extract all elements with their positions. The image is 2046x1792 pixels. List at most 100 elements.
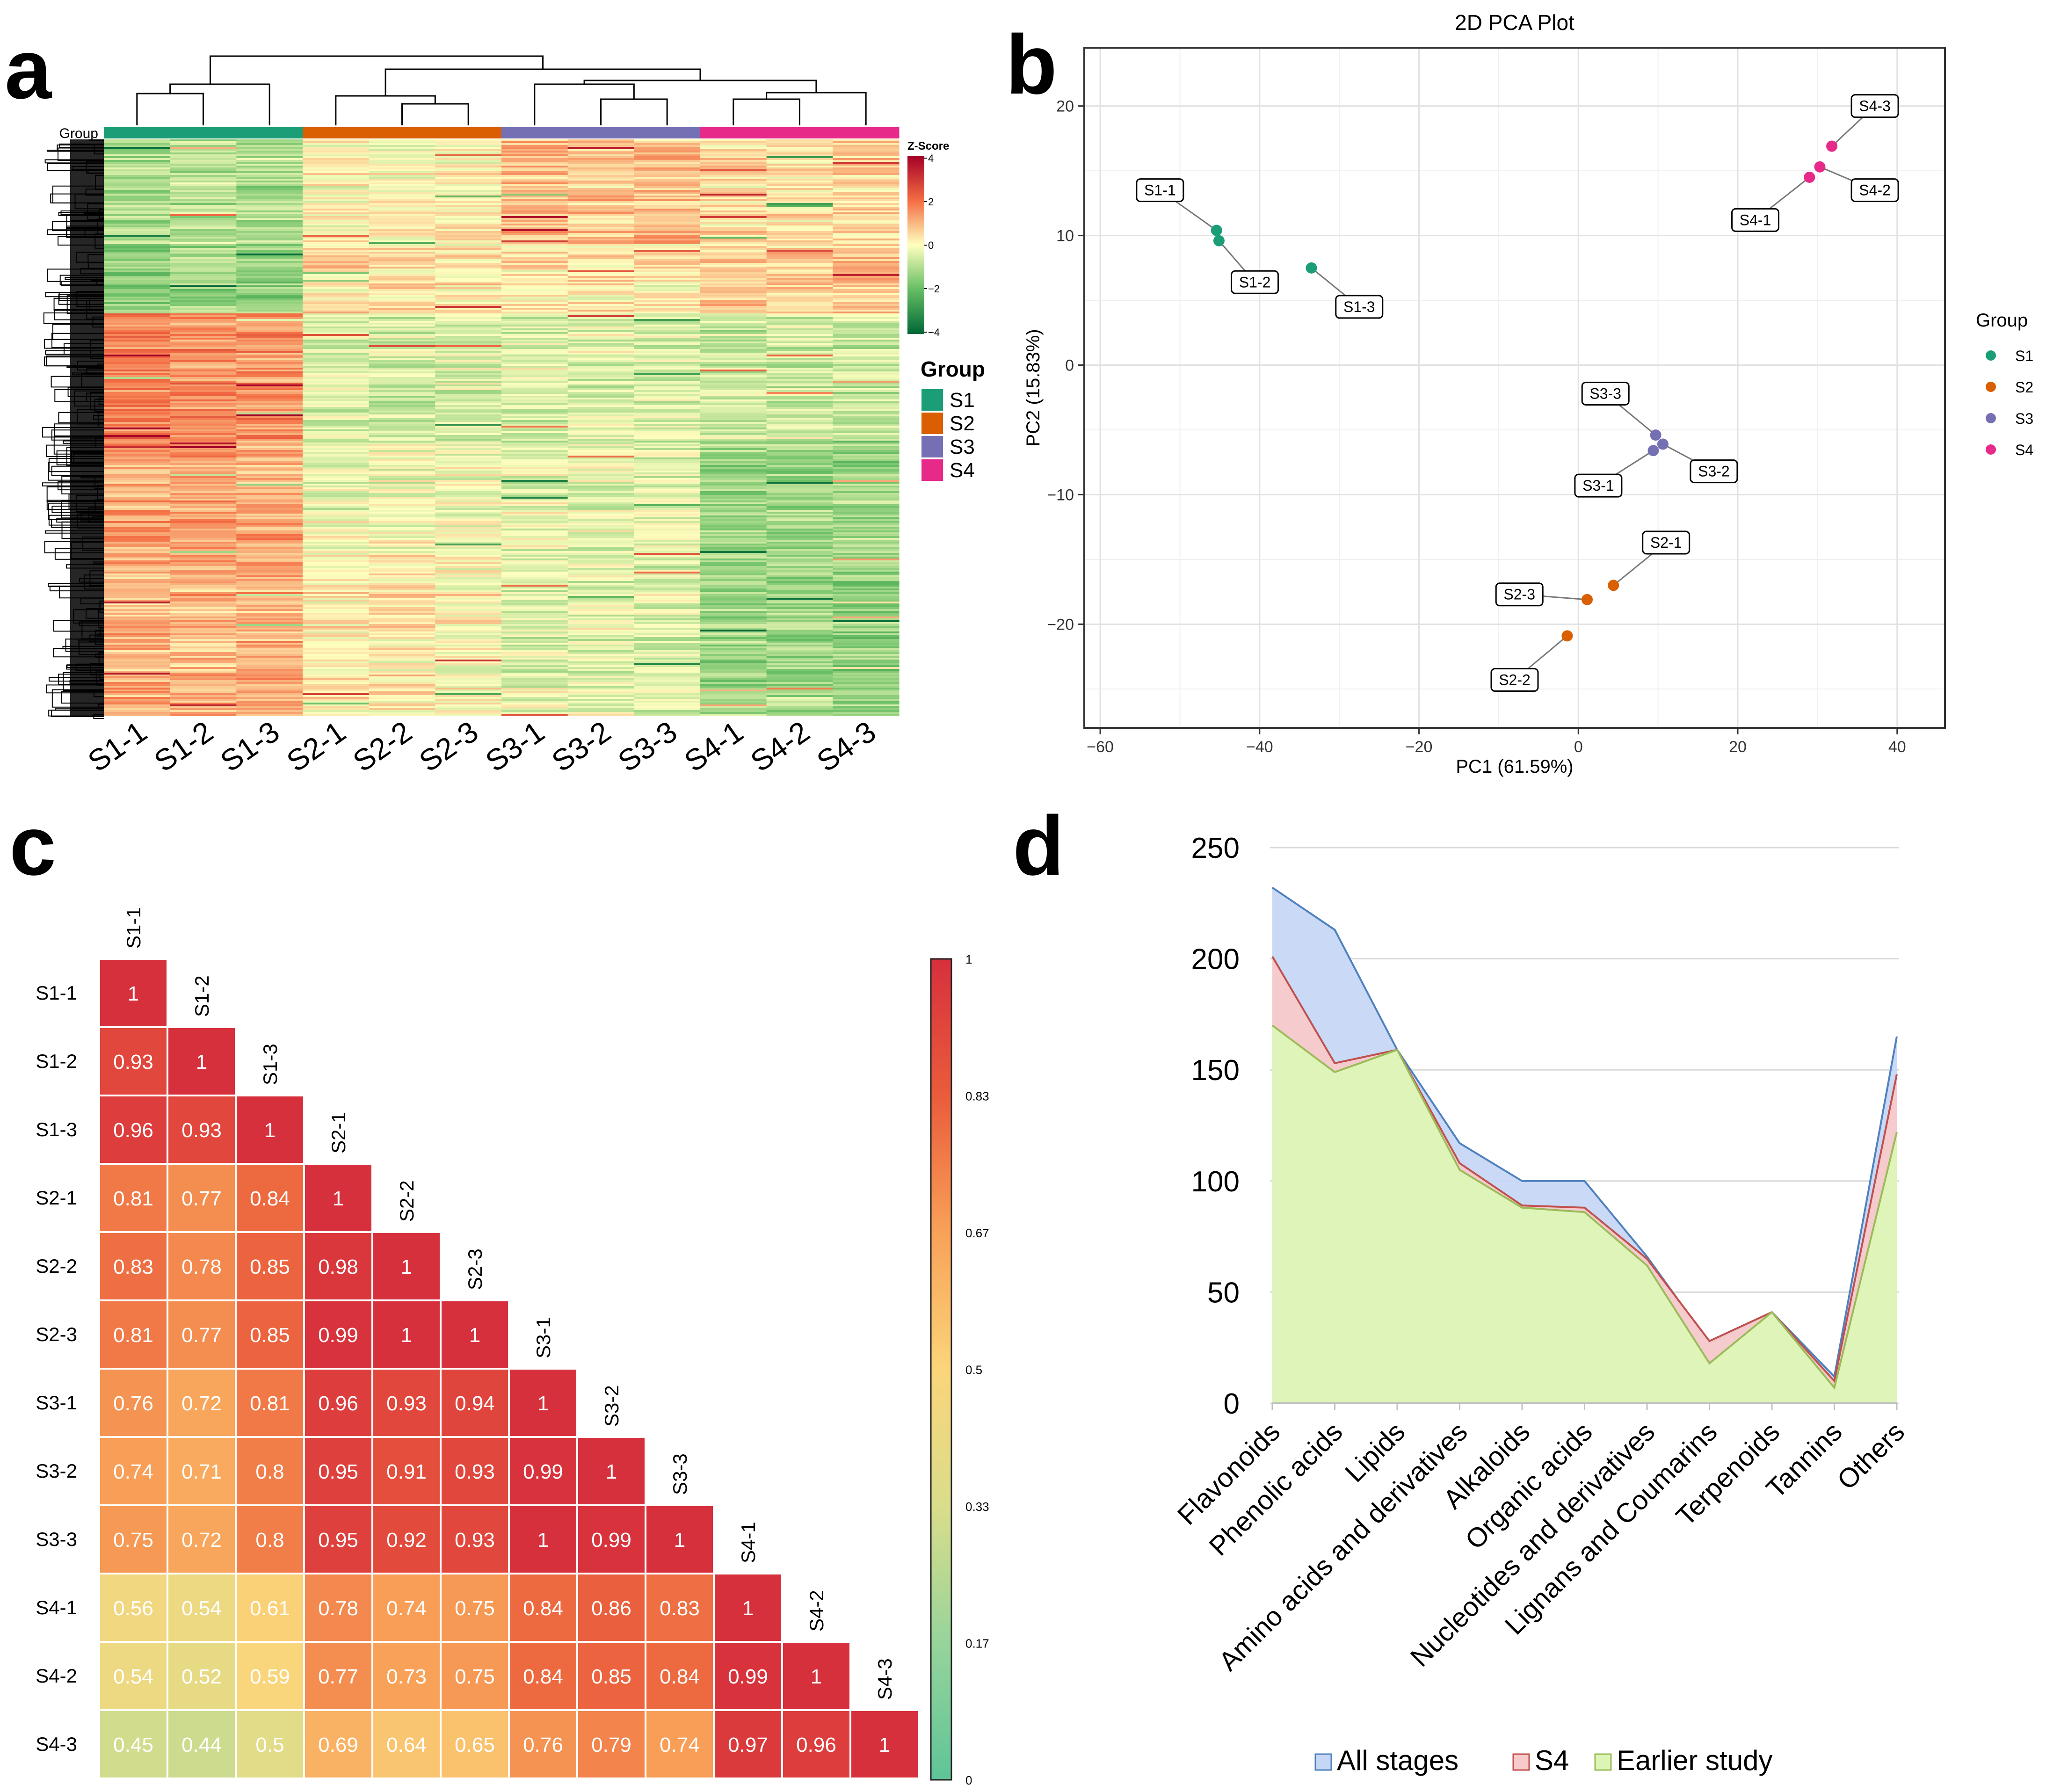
legend-swatch-s1 xyxy=(921,389,943,411)
heatmap-cell xyxy=(170,471,237,473)
column-label: S1-1 xyxy=(82,714,153,778)
heatmap-cell xyxy=(766,411,833,413)
heatmap-cell xyxy=(766,465,833,467)
heatmap-cell xyxy=(634,261,701,263)
heatmap-cell xyxy=(766,678,833,681)
heatmap-cell xyxy=(766,186,833,189)
heatmap-cell xyxy=(766,510,833,512)
heatmap-cell xyxy=(435,504,502,507)
heatmap-cell xyxy=(170,575,237,578)
heatmap-cell xyxy=(236,444,303,447)
heatmap-cell xyxy=(766,512,833,514)
heatmap-cell xyxy=(369,450,435,452)
heatmap-cell xyxy=(567,334,634,336)
heatmap-cell xyxy=(567,276,634,278)
heatmap-cell xyxy=(567,534,634,537)
heatmap-cell xyxy=(567,549,634,551)
heatmap-cell xyxy=(501,227,568,230)
heatmap-cell xyxy=(104,459,171,462)
heatmap-cell xyxy=(369,706,435,709)
heatmap-cell xyxy=(435,244,502,247)
heatmap-cell xyxy=(700,295,767,297)
heatmap-cell xyxy=(634,459,701,462)
heatmap-cell xyxy=(303,689,370,692)
heatmap-cell xyxy=(236,356,303,359)
heatmap-cell xyxy=(435,514,502,516)
heatmap-cell xyxy=(501,693,568,696)
heatmap-cell xyxy=(567,635,634,638)
heatmap-cell xyxy=(435,431,502,434)
heatmap-cell xyxy=(170,319,237,321)
heatmap-cell xyxy=(766,282,833,284)
heatmap-cells xyxy=(104,139,900,716)
column-label: S1-2 xyxy=(148,714,219,778)
heatmap-cell xyxy=(634,624,701,626)
legend-marker-s1 xyxy=(1986,350,1996,361)
heatmap-cell xyxy=(369,306,435,308)
heatmap-cell xyxy=(236,495,303,497)
heatmap-cell xyxy=(170,641,237,643)
heatmap-cell xyxy=(766,422,833,424)
heatmap-cell xyxy=(369,388,435,391)
heatmap-cell xyxy=(170,360,237,363)
heatmap-cell xyxy=(236,682,303,684)
heatmap-cell xyxy=(104,265,171,267)
heatmap-cell xyxy=(833,407,900,409)
heatmap-cell xyxy=(634,577,701,580)
heatmap-cell xyxy=(369,678,435,681)
heatmap-cell xyxy=(369,304,435,306)
heatmap-cell xyxy=(766,615,833,617)
group-bar-cell xyxy=(303,127,370,138)
heatmap-cell xyxy=(634,216,701,218)
heatmap-cell xyxy=(501,712,568,714)
heatmap-cell xyxy=(567,383,634,385)
heatmap-cell xyxy=(567,237,634,239)
heatmap-cell xyxy=(104,671,171,673)
heatmap-cell xyxy=(766,355,833,357)
heatmap-cell xyxy=(833,390,900,392)
heatmap-cell xyxy=(303,291,370,293)
heatmap-cell xyxy=(369,544,435,546)
heatmap-cell xyxy=(303,703,370,705)
heatmap-cell xyxy=(766,444,833,447)
heatmap-cell xyxy=(104,703,171,705)
heatmap-cell xyxy=(104,583,171,585)
heatmap-cell xyxy=(567,184,634,187)
column-label: S3-2 xyxy=(601,1385,623,1427)
heatmap-cell xyxy=(766,312,833,314)
heatmap-cell xyxy=(501,276,568,278)
heatmap-cell xyxy=(236,287,303,290)
heatmap-cell xyxy=(236,515,303,518)
heatmap-cell xyxy=(700,250,767,252)
heatmap-cell xyxy=(435,166,502,168)
heatmap-cell xyxy=(501,205,568,207)
y-tick-label: −20 xyxy=(1047,616,1074,633)
heatmap-cell xyxy=(369,240,435,243)
heatmap-cell xyxy=(369,220,435,222)
heatmap-cell xyxy=(435,396,502,398)
heatmap-cell xyxy=(369,682,435,684)
heatmap-cell xyxy=(766,345,833,348)
heatmap-cell xyxy=(369,439,435,441)
heatmap-cell xyxy=(170,676,237,679)
heatmap-cell xyxy=(170,351,237,353)
heatmap-cell xyxy=(369,370,435,372)
heatmap-cell xyxy=(833,615,900,617)
heatmap-cell xyxy=(104,186,171,189)
heatmap-cell xyxy=(369,476,435,479)
heatmap-cell xyxy=(303,154,370,157)
heatmap-cell xyxy=(501,652,568,654)
heatmap-cell xyxy=(766,566,833,568)
heatmap-cell xyxy=(104,405,171,407)
heatmap-cell xyxy=(104,448,171,450)
heatmap-cell xyxy=(170,399,237,402)
heatmap-cell xyxy=(369,452,435,454)
heatmap-cell xyxy=(435,688,502,690)
heatmap-cell xyxy=(236,164,303,166)
heatmap-cell xyxy=(236,411,303,413)
heatmap-cell xyxy=(833,650,900,653)
heatmap-cell xyxy=(104,287,171,290)
heatmap-cell xyxy=(634,547,701,550)
heatmap-cell xyxy=(236,457,303,460)
heatmap-cell xyxy=(567,179,634,181)
